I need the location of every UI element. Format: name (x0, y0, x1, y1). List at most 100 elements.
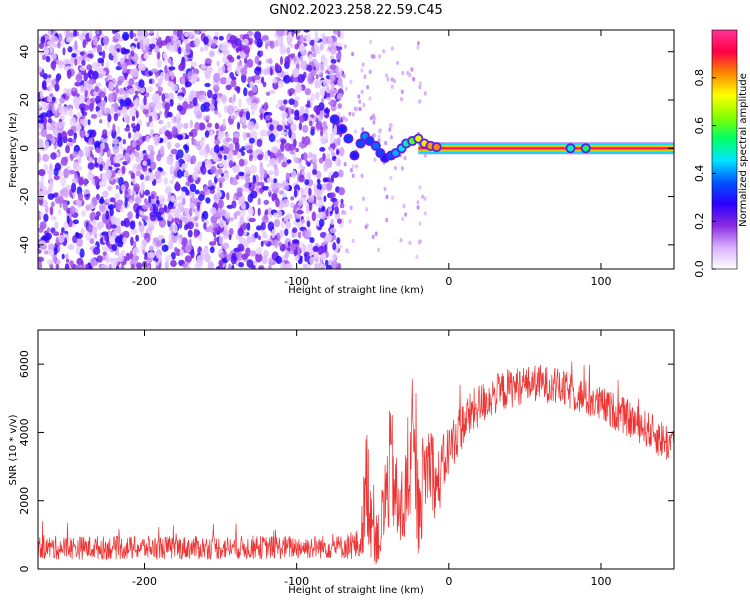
spectrogram-cell (185, 189, 190, 196)
spectrogram-cell (371, 234, 375, 240)
colorbar: 0.0 0.2 0.4 0.6 0.8 Normalized spectral ampl… (693, 29, 749, 278)
spectrogram-cell (209, 246, 215, 253)
spectrogram-cell (217, 186, 221, 195)
spectrogram-cell (418, 84, 422, 90)
spectrogram-cell (301, 136, 305, 144)
spectrogram-cell (322, 177, 328, 183)
spectrogram-cell (124, 197, 128, 208)
spectrogram-cell (50, 152, 57, 160)
spectrogram-cell (96, 44, 103, 54)
spectrogram-cell (65, 145, 70, 154)
spectrogram-cell (53, 175, 60, 181)
spectrogram-cell (240, 73, 247, 83)
spectrogram-cell (418, 99, 422, 104)
spectrogram-cell (240, 67, 248, 76)
spectrogram-cell (76, 237, 83, 248)
spectrogram-cell (184, 224, 189, 231)
spectrogram-cell (57, 209, 62, 216)
spectrogram-cell (176, 134, 184, 140)
spectrogram-cell (238, 171, 245, 177)
spectrogram-cell (176, 30, 183, 38)
spectrogram-cell (49, 163, 53, 171)
spectrogram-cell (274, 132, 279, 138)
spectrogram-cell (374, 231, 378, 236)
spectrogram-cell (189, 183, 197, 193)
spectrogram-cell (116, 80, 123, 86)
spectrogram-cell (212, 221, 218, 228)
spectrogram-cell (236, 55, 241, 60)
spectrogram-cell (300, 42, 305, 52)
spectrogram-cell (330, 136, 335, 144)
spectrogram-cell (309, 39, 316, 46)
spectrogram-cell (272, 195, 278, 201)
spectrogram-cell (195, 110, 203, 120)
spectrogram-cell (308, 187, 312, 196)
spectrogram-cell (342, 115, 346, 121)
spectrogram-cell (151, 193, 155, 200)
colorbar-tick-label: 0.0 (693, 260, 706, 278)
spectrogram-cell (193, 228, 198, 239)
spectrogram-cell (115, 184, 120, 190)
spectrogram-cell (113, 30, 120, 33)
spectrogram-cell (49, 206, 54, 216)
spectrogram-cell (119, 98, 124, 108)
spectrogram-cell (329, 45, 337, 55)
spectrogram-cell (273, 167, 279, 177)
spectrogram-cell (344, 117, 348, 122)
spectrogram-cell (229, 34, 237, 45)
spectrogram-cell (198, 233, 203, 242)
spectrogram-cell (192, 171, 199, 181)
spectrogram-cell (307, 76, 314, 85)
spectrogram-cell (106, 158, 111, 167)
spectrogram-cell (263, 101, 268, 112)
spectrogram-cell (288, 98, 295, 105)
spectrogram-cell (254, 66, 262, 76)
spectrogram-cell (321, 205, 326, 213)
spectrogram-cell (321, 183, 328, 191)
spectrogram-cell (102, 129, 108, 137)
spectrogram-cell (301, 219, 306, 224)
spectrogram-cell (141, 239, 147, 247)
spectrogram-cell (191, 192, 195, 202)
spectrogram-cell (105, 210, 109, 220)
spectrogram-cell (200, 137, 206, 142)
spectrogram-cell (167, 191, 172, 202)
spectrogram-cell (223, 154, 227, 161)
spectrogram-cell (304, 230, 311, 240)
spectrogram-cell (265, 42, 268, 50)
spectrogram-cell (107, 113, 112, 123)
spectrogram-cell (227, 66, 233, 72)
spectrogram-cell (211, 42, 216, 48)
spectrogram-cell (56, 121, 64, 128)
spectrogram-cell (174, 246, 178, 253)
spectrogram-cell (382, 49, 386, 54)
spectrogram-cell (190, 94, 194, 100)
spectrogram-cell (275, 197, 280, 208)
spectrogram-cell (89, 212, 97, 221)
spectrogram-cell (67, 244, 75, 251)
spectrogram-cell (228, 228, 234, 236)
spectrogram-cell (155, 251, 160, 259)
spectrogram-cell (285, 213, 293, 220)
spectrogram-cell (219, 146, 224, 152)
spectrogram-cell (243, 45, 250, 55)
spectrogram-cell (133, 183, 141, 193)
spectrogram-cell (418, 239, 422, 244)
spectrogram-cell (222, 50, 227, 56)
spectrogram-cell (183, 152, 189, 162)
spectrogram-cell (318, 157, 324, 164)
spectrogram-cell (141, 204, 149, 210)
spectrogram-cell (52, 96, 56, 102)
spectrogram-cell (264, 114, 271, 121)
spectrogram-cell (50, 35, 59, 43)
spectrogram-cell (228, 263, 232, 269)
spectrogram-cell (355, 164, 359, 169)
spectrogram-cell (275, 182, 283, 189)
spectrogram-cell (110, 153, 114, 163)
spectrogram-cell (72, 219, 79, 225)
spectrogram-cell (261, 76, 265, 84)
spectrogram-cell (82, 39, 87, 49)
spectrogram-cell (238, 98, 242, 109)
snr-plot-area (38, 361, 674, 565)
spectrogram-cell (161, 244, 169, 252)
